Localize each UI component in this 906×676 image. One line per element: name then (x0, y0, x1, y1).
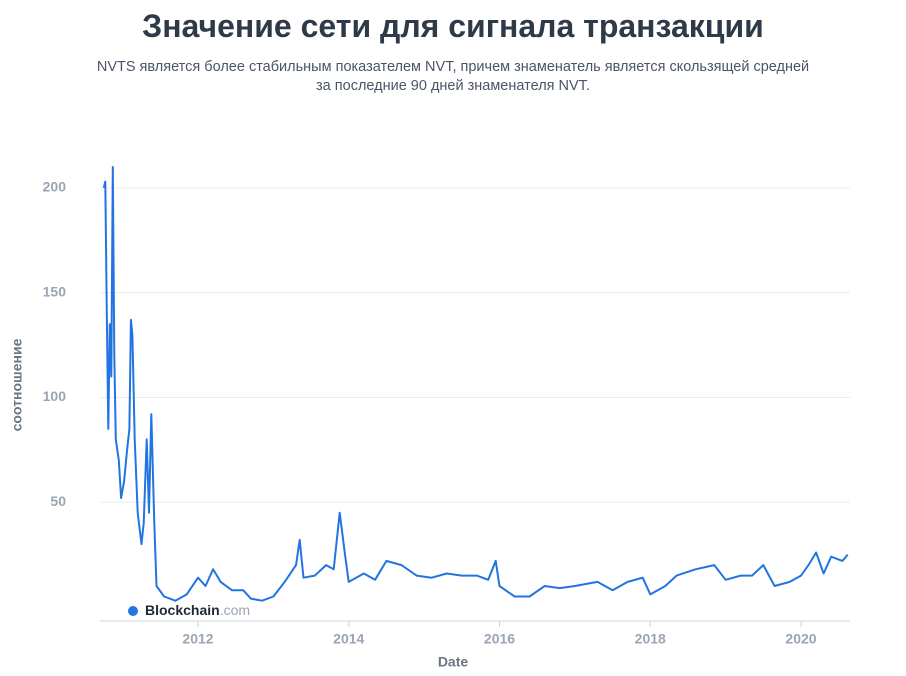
chart-title: Значение сети для сигнала транзакции (142, 8, 764, 44)
line (102, 166, 849, 602)
y-tick-label: 200 (43, 179, 67, 195)
x-tick-label: 2020 (785, 631, 816, 647)
y-axis-label: соотношение (9, 338, 25, 431)
y-tick-label: 50 (50, 493, 66, 509)
x-tick-label: 2018 (635, 631, 666, 647)
x-tick-label: 2016 (484, 631, 515, 647)
watermark-brand: Blockchain (145, 602, 220, 618)
x-tick-label: 2012 (182, 631, 213, 647)
chart-subtitle: NVTS является более стабильным показател… (96, 59, 810, 94)
y-tick-label: 150 (43, 283, 67, 299)
y-tick-label: 100 (43, 388, 67, 404)
watermark: Blockchain.com (145, 602, 250, 618)
logo-icon (128, 606, 138, 616)
watermark-domain: .com (220, 602, 250, 618)
x-axis-label: Date (438, 654, 469, 670)
x-tick-label: 2014 (333, 631, 364, 647)
